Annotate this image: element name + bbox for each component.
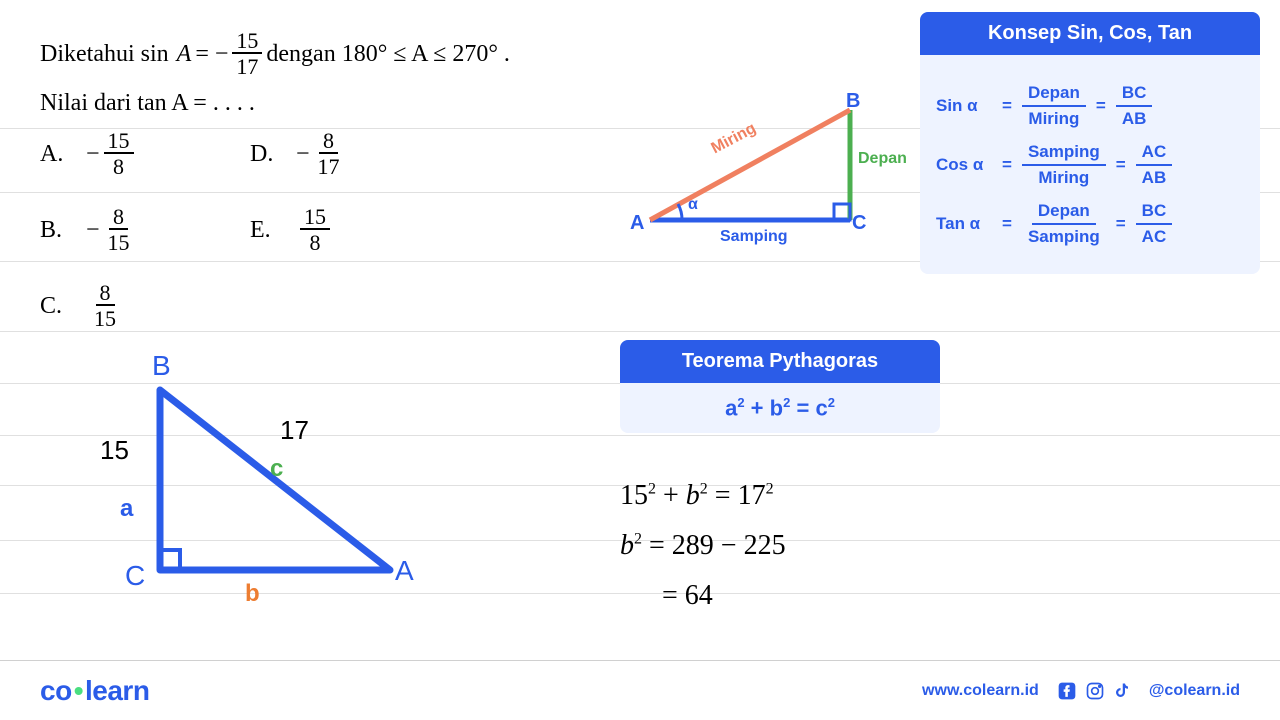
tri2-c: c xyxy=(270,455,283,483)
worked-equations: 152 + b2 = 172 b2 = 289 − 225 = 64 xyxy=(620,480,786,630)
q-prefix: Diketahui sin xyxy=(40,41,169,68)
q-frac: 15 17 xyxy=(232,30,262,78)
footer-handle: @colearn.id xyxy=(1149,682,1240,700)
tri1-alpha: α xyxy=(688,196,698,214)
option-d: D. − 8 17 xyxy=(250,130,430,178)
option-b: B. − 8 15 xyxy=(40,206,250,254)
tiktok-icon xyxy=(1113,681,1131,701)
option-c: C. 8 15 xyxy=(40,282,250,330)
pythagoras-panel: Teorema Pythagoras a2 + b2 = c2 xyxy=(620,340,940,433)
q-suffix: dengan 180° ≤ A ≤ 270° . xyxy=(266,41,510,68)
tri2-A: A xyxy=(395,555,414,587)
tri2-17: 17 xyxy=(280,415,309,446)
option-e: E. 15 8 xyxy=(250,206,430,254)
social-icons xyxy=(1057,681,1131,701)
tri2-B: B xyxy=(152,350,171,382)
solution-triangle: B C A 15 17 a b c xyxy=(70,350,430,630)
tri1-depan: Depan xyxy=(858,150,907,168)
tri1-samping: Samping xyxy=(720,228,788,246)
eq-line1: 152 + b2 = 172 xyxy=(620,480,786,512)
reference-triangle: A B C Miring Depan Samping α xyxy=(620,90,890,250)
options-grid: A. − 15 8 D. − 8 17 B. − xyxy=(40,130,430,330)
logo: co•learn xyxy=(40,675,149,707)
eq-line2: b2 = 289 − 225 xyxy=(620,530,786,562)
q-line2: Nilai dari tan A = . . . . xyxy=(40,90,510,117)
facebook-icon xyxy=(1057,681,1077,701)
eq-line3: = 64 xyxy=(662,580,786,612)
formula-sin: Sin α = DepanMiring = BCAB xyxy=(936,83,1244,128)
tri2-a: a xyxy=(120,495,133,523)
tri1-A: A xyxy=(630,212,644,235)
option-a: A. − 15 8 xyxy=(40,130,250,178)
tri1-C: C xyxy=(852,212,866,235)
question-block: Diketahui sin A = − 15 17 dengan 180° ≤ … xyxy=(40,30,510,117)
formula-cos: Cos α = SampingMiring = ACAB xyxy=(936,142,1244,187)
formula-tan: Tan α = DepanSamping = BCAC xyxy=(936,201,1244,246)
q-var: A xyxy=(177,41,192,68)
tri2-15: 15 xyxy=(100,435,129,466)
instagram-icon xyxy=(1085,681,1105,701)
footer: co•learn www.colearn.id @colearn.id xyxy=(0,660,1280,720)
concept-panel: Konsep Sin, Cos, Tan Sin α = DepanMiring… xyxy=(920,12,1260,274)
pyth-title: Teorema Pythagoras xyxy=(620,340,940,383)
tri2-b: b xyxy=(245,580,260,608)
concept-title: Konsep Sin, Cos, Tan xyxy=(920,12,1260,55)
footer-url: www.colearn.id xyxy=(922,682,1039,700)
q-eq: = − xyxy=(195,41,228,68)
tri2-C: C xyxy=(125,560,145,592)
tri1-B: B xyxy=(846,90,860,113)
pyth-formula: a2 + b2 = c2 xyxy=(620,383,940,433)
